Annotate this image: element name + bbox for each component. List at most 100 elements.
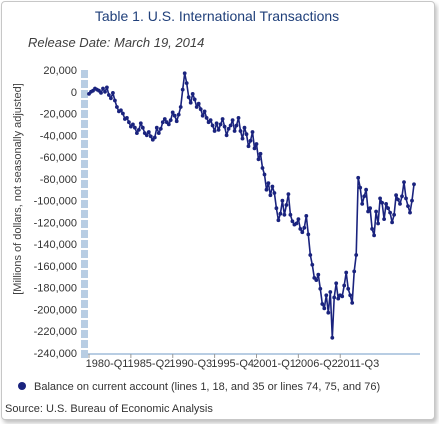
data-point bbox=[282, 212, 287, 217]
data-point bbox=[178, 105, 183, 109]
data-point bbox=[121, 111, 125, 116]
data-point bbox=[107, 93, 111, 97]
data-point bbox=[334, 281, 339, 286]
data-point bbox=[264, 187, 269, 192]
y-axis-band-segment bbox=[81, 210, 88, 218]
data-point bbox=[322, 306, 327, 311]
data-point bbox=[109, 96, 113, 101]
data-point bbox=[400, 194, 404, 199]
data-point bbox=[378, 196, 382, 201]
data-point bbox=[111, 91, 115, 95]
data-point bbox=[348, 293, 353, 298]
data-point bbox=[266, 181, 271, 186]
data-point bbox=[350, 301, 355, 305]
y-axis-band-segment bbox=[81, 100, 88, 108]
data-point bbox=[99, 91, 103, 95]
data-point bbox=[288, 212, 293, 217]
data-point bbox=[244, 132, 249, 137]
data-point bbox=[340, 294, 345, 299]
data-point bbox=[194, 105, 199, 109]
y-axis-band-segment bbox=[81, 130, 88, 138]
data-point bbox=[254, 142, 259, 146]
data-point bbox=[192, 97, 197, 102]
data-point bbox=[346, 286, 351, 291]
data-point bbox=[188, 100, 193, 105]
data-point bbox=[252, 146, 257, 151]
data-point bbox=[226, 126, 231, 131]
data-point bbox=[232, 129, 237, 133]
data-point bbox=[154, 125, 159, 130]
data-point bbox=[324, 293, 329, 298]
y-tick-label: -200,000 bbox=[34, 304, 77, 316]
y-axis-band-segment bbox=[81, 80, 88, 88]
data-point bbox=[330, 335, 335, 340]
data-point bbox=[316, 272, 321, 277]
legend[interactable]: Balance on current account (lines 1, 18,… bbox=[18, 381, 380, 393]
data-point bbox=[258, 151, 263, 156]
data-point bbox=[222, 124, 227, 129]
data-point bbox=[234, 123, 239, 128]
data-point bbox=[314, 278, 319, 282]
data-point bbox=[398, 202, 402, 206]
x-tick-label: 1990-Q3 bbox=[169, 358, 212, 370]
data-point bbox=[294, 221, 299, 226]
data-point bbox=[115, 105, 119, 109]
y-axis-band-segment bbox=[81, 190, 88, 198]
data-point bbox=[131, 122, 135, 127]
data-point bbox=[386, 206, 390, 211]
x-tick-label: 2011-Q3 bbox=[337, 358, 379, 370]
data-point bbox=[101, 86, 105, 91]
data-point bbox=[376, 221, 380, 226]
data-point bbox=[272, 191, 277, 195]
chart-title: Table 1. U.S. International Transactions bbox=[94, 8, 340, 24]
data-point bbox=[344, 270, 349, 275]
y-tick-label: 0 bbox=[71, 87, 77, 99]
data-point bbox=[184, 81, 189, 85]
data-point bbox=[328, 290, 333, 294]
x-tick-label: 1985-Q2 bbox=[127, 358, 170, 370]
y-axis-band-segment bbox=[81, 160, 88, 168]
y-axis-band-segment bbox=[81, 290, 88, 298]
data-point bbox=[262, 172, 267, 177]
data-point bbox=[224, 133, 229, 138]
data-point bbox=[133, 125, 137, 130]
data-point bbox=[274, 206, 279, 211]
data-point bbox=[298, 227, 303, 231]
data-point bbox=[146, 130, 151, 134]
data-point bbox=[358, 185, 363, 190]
data-point bbox=[356, 175, 361, 180]
data-point bbox=[136, 127, 141, 132]
data-point bbox=[382, 217, 386, 222]
y-axis-band-segment bbox=[81, 240, 88, 248]
x-tick-label: 1995-Q4 bbox=[211, 358, 254, 370]
data-point bbox=[390, 220, 394, 225]
data-point bbox=[412, 182, 416, 187]
data-point bbox=[212, 129, 217, 133]
data-point bbox=[326, 310, 331, 315]
data-point bbox=[364, 187, 368, 192]
y-axis-band-segment bbox=[81, 150, 88, 158]
data-point bbox=[342, 283, 347, 288]
data-point bbox=[270, 184, 275, 189]
y-axis-band-segment bbox=[81, 180, 88, 188]
data-point bbox=[332, 295, 337, 300]
data-point bbox=[152, 135, 157, 140]
y-tick-label: -80,000 bbox=[40, 174, 77, 186]
y-axis-band-segment bbox=[81, 230, 88, 238]
y-axis-band-segment bbox=[81, 110, 88, 118]
data-point bbox=[396, 197, 400, 202]
data-point bbox=[218, 122, 223, 127]
release-date: Release Date: March 19, 2014 bbox=[28, 35, 205, 50]
y-tick-label: -60,000 bbox=[40, 152, 77, 164]
data-point bbox=[200, 113, 205, 118]
data-point bbox=[384, 202, 388, 206]
y-axis-band-segment bbox=[81, 300, 88, 308]
data-point bbox=[186, 95, 191, 100]
y-axis-band-segment bbox=[81, 70, 88, 78]
data-point bbox=[198, 107, 203, 112]
data-point bbox=[352, 269, 357, 274]
y-axis-band-segment bbox=[81, 250, 88, 258]
y-tick-label: -40,000 bbox=[40, 130, 77, 142]
data-point bbox=[374, 209, 378, 214]
y-axis-band-segment bbox=[81, 310, 88, 318]
